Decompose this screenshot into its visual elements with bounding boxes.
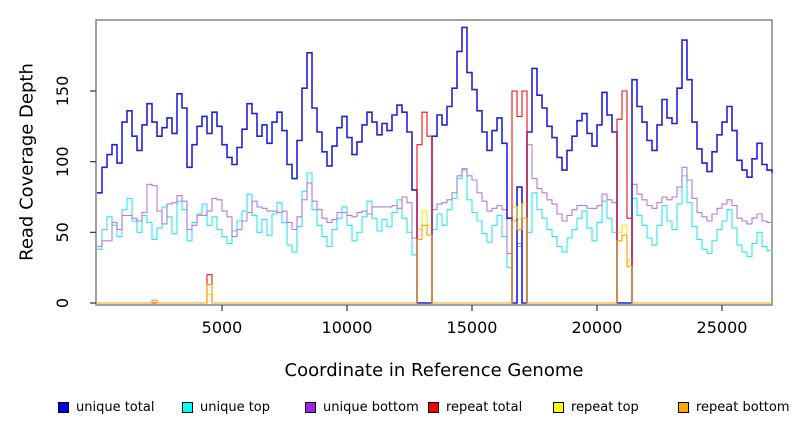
x-tick-label: 10000 — [322, 318, 373, 337]
legend-item-unique-top: unique top — [182, 400, 270, 415]
legend-item-repeat-top: repeat top — [553, 400, 639, 415]
repeat-top-swatch-icon — [553, 402, 564, 413]
legend-item-unique-total: unique total — [58, 400, 154, 415]
x-tick-label: 20000 — [572, 318, 623, 337]
unique-top-swatch-icon — [182, 402, 193, 413]
unique-total-swatch-icon — [58, 402, 69, 413]
legend-label: repeat total — [446, 400, 523, 415]
repeat-bottom-swatch-icon — [678, 402, 689, 413]
legend-label: unique bottom — [323, 400, 419, 415]
x-tick-label: 15000 — [447, 318, 498, 337]
y-tick-label: 0 — [53, 298, 72, 308]
series-repeat-total-line — [97, 90, 772, 304]
y-tick-label: 50 — [53, 222, 72, 242]
legend-label: repeat bottom — [696, 400, 790, 415]
x-axis-title: Coordinate in Reference Genome — [284, 360, 584, 381]
legend-label: unique top — [200, 400, 271, 415]
legend-item-repeat-total: repeat total — [428, 400, 522, 415]
legend-label: repeat top — [571, 400, 639, 415]
legend-item-unique-bottom: unique bottom — [305, 400, 419, 415]
y-tick-label: 150 — [53, 76, 72, 107]
unique-bottom-swatch-icon — [305, 402, 316, 413]
series-unique-top-line — [97, 169, 773, 304]
y-tick-label: 100 — [53, 146, 72, 177]
series-unique-bottom-line — [97, 144, 773, 304]
legend-label: unique total — [76, 400, 155, 415]
repeat-total-swatch-icon — [428, 402, 439, 413]
legend-item-repeat-bottom: repeat bottom — [678, 400, 790, 415]
series-repeat-top-line — [97, 203, 772, 304]
series-unique-total-line — [97, 26, 773, 304]
series-repeat-bottom-line — [97, 217, 772, 304]
y-axis-title: Read Coverage Depth — [16, 63, 38, 261]
x-tick-label: 5000 — [202, 318, 243, 337]
x-tick-label: 25000 — [697, 318, 748, 337]
plot-box — [95, 19, 773, 306]
